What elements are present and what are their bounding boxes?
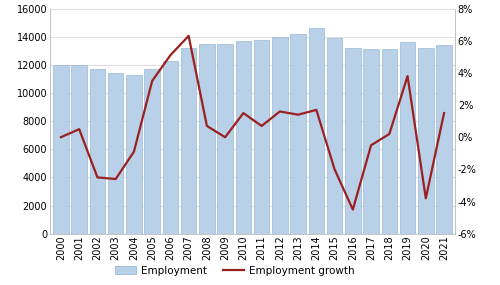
- Bar: [436, 45, 452, 234]
- Bar: [382, 49, 397, 234]
- Bar: [290, 34, 306, 234]
- Bar: [90, 69, 105, 234]
- Bar: [400, 42, 415, 234]
- Bar: [162, 61, 178, 234]
- Bar: [254, 40, 270, 234]
- Bar: [418, 48, 434, 234]
- Bar: [53, 65, 68, 234]
- Bar: [108, 73, 124, 234]
- Bar: [345, 48, 360, 234]
- Bar: [218, 44, 233, 234]
- Bar: [144, 69, 160, 234]
- Bar: [308, 28, 324, 234]
- Bar: [364, 49, 379, 234]
- Bar: [236, 41, 251, 234]
- Bar: [327, 38, 342, 234]
- Bar: [272, 37, 287, 234]
- Bar: [72, 65, 87, 234]
- Bar: [199, 44, 214, 234]
- Legend: Employment, Employment growth: Employment, Employment growth: [111, 261, 359, 280]
- Bar: [126, 75, 142, 234]
- Bar: [181, 48, 196, 234]
